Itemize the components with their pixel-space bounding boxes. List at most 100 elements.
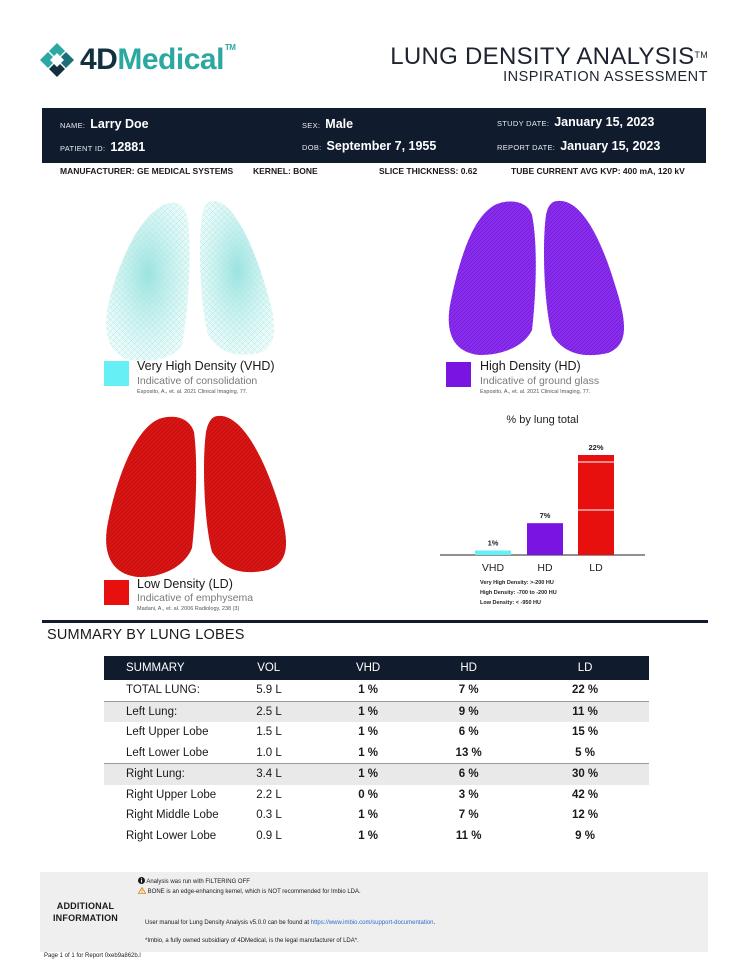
- report-date: REPORT DATE: January 15, 2023: [497, 139, 661, 153]
- ld-legend-cite: Madani, A., et. al. 2006 Radiology, 238 …: [137, 606, 240, 612]
- study-date: STUDY DATE: January 15, 2023: [497, 115, 655, 129]
- row-ld: 9 %: [575, 829, 595, 842]
- scan-metadata: MANUFACTURER: GE MEDICAL SYSTEMS KERNEL:…: [60, 166, 710, 178]
- table-header-row: SUMMARY VOL VHD HD LD: [104, 656, 649, 680]
- lung-total-bar-chart: 1% VHD 7% HD 22% LD: [440, 443, 645, 574]
- row-name: Right Lower Lobe: [126, 829, 217, 842]
- row-ld: 42 %: [571, 788, 599, 801]
- vhd-legend-sub: Indicative of consolidation: [137, 375, 258, 387]
- category-label: HD: [537, 562, 553, 574]
- row-ld: 12 %: [571, 809, 599, 822]
- row-vhd: 1 %: [358, 746, 379, 759]
- row-vhd: 0 %: [358, 788, 379, 801]
- kernel: KERNEL: BONE: [253, 166, 318, 176]
- row-name: Right Upper Lobe: [126, 788, 217, 801]
- row-ld: 5 %: [575, 746, 595, 759]
- section-divider: [42, 620, 708, 623]
- row-vhd: 1 %: [358, 684, 379, 697]
- header-vhd: VHD: [319, 656, 417, 680]
- header-hd: HD: [416, 656, 522, 680]
- tube-current: TUBE CURRENT AVG KVP: 400 mA, 120 kV: [511, 166, 685, 176]
- row-hd: 9 %: [416, 700, 522, 722]
- bar-value-label: 22%: [588, 443, 603, 452]
- 4dmedical-logo-icon: [40, 43, 74, 77]
- row-vol: 3.4 L: [256, 763, 320, 785]
- report-subtitle: INSPIRATION ASSESSMENT: [503, 69, 708, 85]
- vhd-threshold: Very High Density: >-200 HU: [480, 580, 554, 586]
- row-vol: 2.2 L: [256, 788, 282, 801]
- row-name: Right Lung:: [104, 763, 257, 785]
- row-ld: 30 %: [521, 763, 649, 785]
- table-row: TOTAL LUNG: 5.9 L 1 % 7 % 22 %: [104, 680, 649, 701]
- row-ld: 15 %: [571, 726, 599, 739]
- row-vhd: 1 %: [358, 726, 379, 739]
- row-name: TOTAL LUNG:: [126, 684, 200, 697]
- table-row: Left Lower Lobe 1.0 L 1 % 13 % 5 %: [104, 743, 649, 764]
- row-vol: 1.5 L: [256, 726, 282, 739]
- user-manual-note: User manual for Lung Density Analysis v5…: [145, 920, 436, 926]
- row-vol: 1.0 L: [256, 746, 282, 759]
- header-vol: VOL: [256, 656, 320, 680]
- row-hd: 3 %: [458, 788, 479, 801]
- hd-legend-title: High Density (HD): [480, 359, 581, 373]
- table-row: Right Middle Lobe 0.3 L 1 % 7 % 12 %: [104, 805, 649, 826]
- row-hd: 13 %: [455, 746, 482, 759]
- row-hd: 6 %: [416, 763, 522, 785]
- info-icon: [138, 877, 145, 884]
- header-ld: LD: [521, 656, 649, 680]
- ld-legend-title: Low Density (LD): [137, 577, 233, 591]
- ld-swatch: [104, 580, 129, 605]
- row-hd: 7 %: [458, 684, 479, 697]
- additional-information-label: ADDITIONAL INFORMATION: [52, 901, 119, 923]
- company-logo: 4DMedicalTM: [38, 40, 236, 80]
- hd-swatch: [446, 362, 471, 387]
- bar-ld: [578, 455, 614, 555]
- row-hd: 7 %: [458, 809, 479, 822]
- category-label: VHD: [482, 562, 505, 574]
- vhd-lung-image: [106, 200, 275, 361]
- filtering-note: Analysis was run with FILTERING OFF: [138, 877, 250, 885]
- chart-title: % by lung total: [506, 414, 579, 426]
- table-row: Right Upper Lobe 2.2 L 0 % 3 % 42 %: [104, 785, 649, 806]
- row-vhd: 1 %: [319, 700, 417, 722]
- report-title-block: LUNG DENSITY ANALYSISTM INSPIRATION ASSE…: [390, 44, 708, 85]
- table-row: Left Upper Lobe 1.5 L 1 % 6 % 15 %: [104, 722, 649, 743]
- row-hd: 11 %: [455, 829, 482, 842]
- row-name: Left Upper Lobe: [126, 726, 209, 739]
- row-vhd: 1 %: [319, 763, 417, 785]
- slice-thickness: SLICE THICKNESS: 0.62: [379, 166, 478, 176]
- bar-value-label: 1%: [488, 538, 499, 547]
- patient-id: PATIENT ID: 12881: [60, 140, 146, 154]
- kernel-warning: BONE is an edge-enhancing kernel, which …: [137, 886, 361, 895]
- warning-icon: [137, 886, 147, 894]
- summary-section-title: SUMMARY BY LUNG LOBES: [47, 627, 245, 643]
- row-vhd: 1 %: [358, 829, 379, 842]
- report-title: LUNG DENSITY ANALYSISTM: [390, 43, 708, 70]
- summary-table: SUMMARY VOL VHD HD LD TOTAL LUNG: 5.9 L 1 …: [104, 656, 649, 846]
- row-vol: 0.9 L: [256, 829, 282, 842]
- row-vhd: 1 %: [358, 809, 379, 822]
- patient-sex: SEX: Male: [302, 117, 354, 131]
- row-vol: 2.5 L: [256, 700, 320, 722]
- legal-manufacturer-note: *Imbio, a fully owned subsidiary of 4DMe…: [145, 938, 359, 944]
- row-ld: 11 %: [521, 700, 649, 722]
- user-manual-link[interactable]: https://www.imbio.com/support-documentat…: [310, 920, 434, 926]
- bar-vhd: [475, 550, 511, 555]
- bar-value-label: 7%: [540, 511, 551, 520]
- vhd-legend-cite: Esposito, A., et. al. 2021 Clinical Imag…: [137, 389, 248, 395]
- hd-threshold: High Density: -700 to -200 HU: [480, 590, 557, 596]
- hd-legend-sub: Indicative of ground glass: [480, 375, 600, 387]
- ld-threshold: Low Density: < -950 HU: [480, 600, 541, 606]
- patient-info-bar: NAME: Larry Doe SEX: Male STUDY DATE: Janua…: [42, 108, 706, 163]
- row-name: Right Middle Lobe: [126, 809, 219, 822]
- patient-dob: DOB: September 7, 1955: [302, 139, 437, 153]
- logo-wordmark: 4DMedicalTM: [80, 43, 236, 76]
- row-hd: 6 %: [458, 726, 479, 739]
- header-summary: SUMMARY: [104, 656, 257, 680]
- row-ld: 22 %: [571, 684, 599, 697]
- vhd-legend-title: Very High Density (VHD): [137, 359, 275, 373]
- row-vol: 5.9 L: [256, 684, 282, 697]
- vhd-swatch: [104, 361, 129, 386]
- page-footer: Page 1 of 1 for Report 0xeb9a862b.l: [44, 953, 141, 959]
